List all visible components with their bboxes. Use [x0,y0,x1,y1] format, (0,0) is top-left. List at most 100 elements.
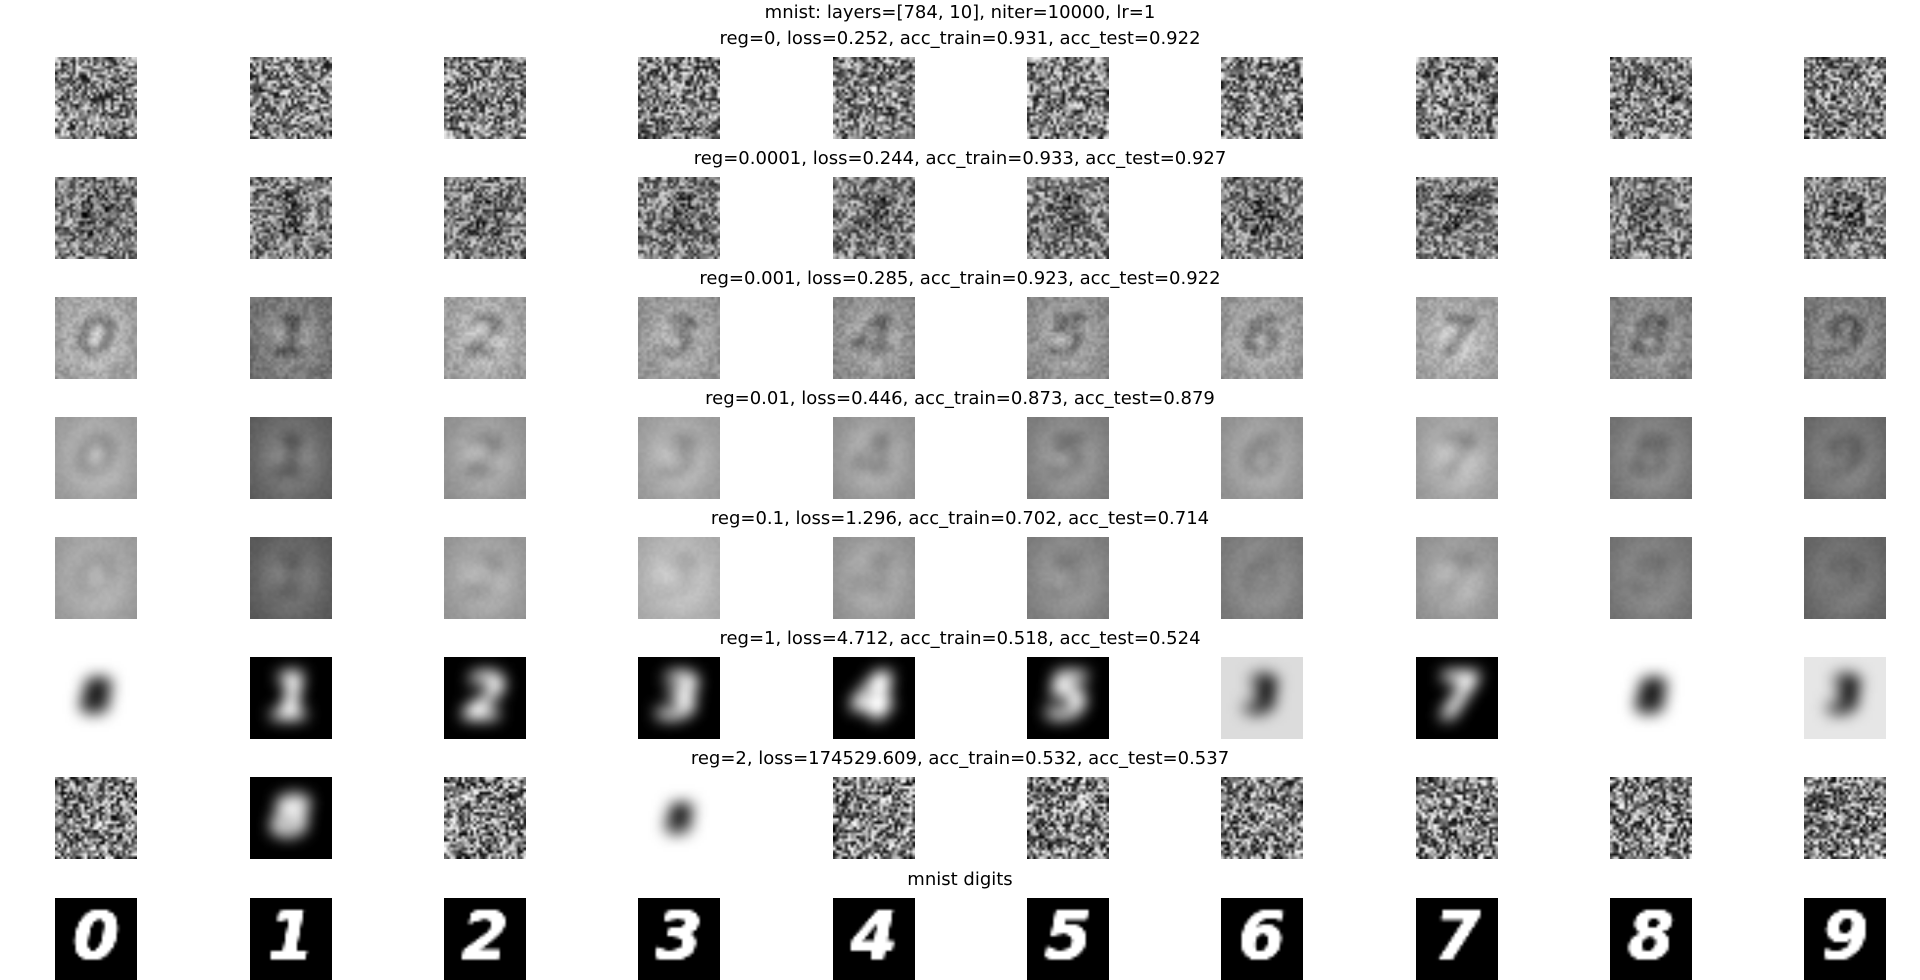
weight-image [638,537,720,619]
weight-image [55,657,137,739]
image-canvas [1610,177,1692,259]
weight-image [1416,297,1498,379]
image-canvas [1221,297,1303,379]
weight-image [1416,537,1498,619]
weight-image [1416,777,1498,859]
row-title: mnist digits [907,869,1013,890]
image-canvas [1804,417,1886,499]
image-canvas [1804,777,1886,859]
weight-image [444,297,526,379]
image-canvas [638,898,720,980]
image-canvas [1221,777,1303,859]
image-canvas [833,537,915,619]
weight-image [833,417,915,499]
weight-image [1027,417,1109,499]
image-canvas [638,57,720,139]
image-canvas [1027,417,1109,499]
image-canvas [1416,297,1498,379]
image-canvas [55,297,137,379]
digit-image [250,898,332,980]
image-canvas [833,297,915,379]
weight-image [1027,297,1109,379]
weight-image [444,57,526,139]
image-canvas [55,657,137,739]
image-canvas [638,417,720,499]
image-canvas [1027,898,1109,980]
digit-image [55,898,137,980]
image-canvas [833,417,915,499]
weight-image [638,297,720,379]
image-canvas [1027,657,1109,739]
weight-image [1221,537,1303,619]
image-canvas [1804,177,1886,259]
image-canvas [1027,297,1109,379]
weight-image [1416,177,1498,259]
image-canvas [833,177,915,259]
weight-image [1027,657,1109,739]
weight-image [55,57,137,139]
image-canvas [250,657,332,739]
weight-image [1027,537,1109,619]
image-canvas [1804,297,1886,379]
image-canvas [638,177,720,259]
weight-image [55,177,137,259]
weight-image [1610,657,1692,739]
weight-image [444,777,526,859]
image-canvas [1610,657,1692,739]
image-canvas [1610,297,1692,379]
digit-image [444,898,526,980]
image-canvas [55,177,137,259]
image-canvas [444,777,526,859]
image-canvas [833,898,915,980]
image-canvas [1804,898,1886,980]
digit-image [1027,898,1109,980]
image-canvas [1416,177,1498,259]
image-canvas [638,537,720,619]
weight-image [833,57,915,139]
image-canvas [1610,777,1692,859]
weight-image [1804,657,1886,739]
image-canvas [1416,898,1498,980]
image-canvas [833,777,915,859]
weight-image [1027,57,1109,139]
weight-image [250,177,332,259]
weight-image [444,177,526,259]
image-canvas [833,657,915,739]
weight-image [1221,177,1303,259]
image-canvas [1221,177,1303,259]
weight-image [1416,417,1498,499]
row-title: reg=0, loss=0.252, acc_train=0.931, acc_… [719,28,1201,49]
weight-image [250,297,332,379]
image-canvas [1221,898,1303,980]
digit-image [1804,898,1886,980]
weight-image [250,777,332,859]
row-title: reg=0.1, loss=1.296, acc_train=0.702, ac… [710,508,1210,529]
image-canvas [1221,537,1303,619]
weight-image [1221,417,1303,499]
image-canvas [1416,537,1498,619]
weight-image [1221,777,1303,859]
weight-image [1610,177,1692,259]
image-canvas [55,537,137,619]
weight-image [638,777,720,859]
row-title: reg=0.01, loss=0.446, acc_train=0.873, a… [705,388,1215,409]
image-canvas [55,417,137,499]
weight-image [1610,297,1692,379]
image-canvas [1610,417,1692,499]
weight-image [1804,537,1886,619]
row-title: reg=2, loss=174529.609, acc_train=0.532,… [690,748,1230,769]
digit-image [1416,898,1498,980]
weight-image [1610,777,1692,859]
image-canvas [1610,57,1692,139]
image-canvas [1221,57,1303,139]
image-canvas [1610,537,1692,619]
weight-image [444,417,526,499]
image-canvas [1027,537,1109,619]
weight-image [1416,657,1498,739]
weight-image [250,537,332,619]
image-canvas [250,177,332,259]
weight-image [1221,297,1303,379]
image-canvas [55,57,137,139]
image-canvas [250,537,332,619]
weight-image [638,177,720,259]
